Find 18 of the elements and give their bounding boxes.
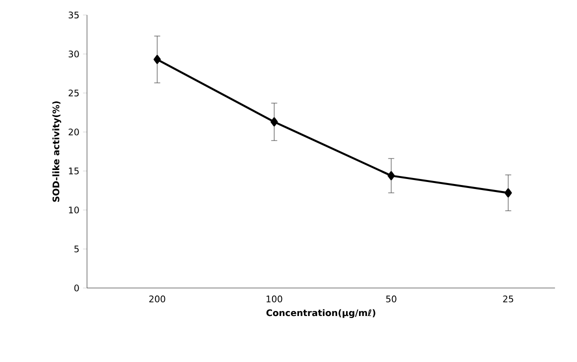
point [388,171,395,180]
x-axis-title: Concentration(μg/mℓ) [266,309,376,318]
y-tick-label: 25 [68,90,79,96]
point [270,117,278,126]
point [154,54,161,64]
y-tick-label: 0 [74,284,79,292]
x-tick-label: 50 [386,296,396,302]
y-tick-label: 30 [68,50,79,58]
y-tick-label: 35 [68,12,79,18]
y-tick-label: 10 [69,206,79,214]
x-tick-label: 200 [149,296,166,302]
y-tick-label: 20 [68,128,79,136]
x-tick-label: 100 [266,296,282,302]
y-tick-label: 15 [69,168,79,174]
y-axis-title: SOD-like activity(%) [52,101,62,202]
x-tick-label: 25 [503,296,514,302]
y-tick-label: 5 [74,246,79,252]
point [504,188,512,198]
